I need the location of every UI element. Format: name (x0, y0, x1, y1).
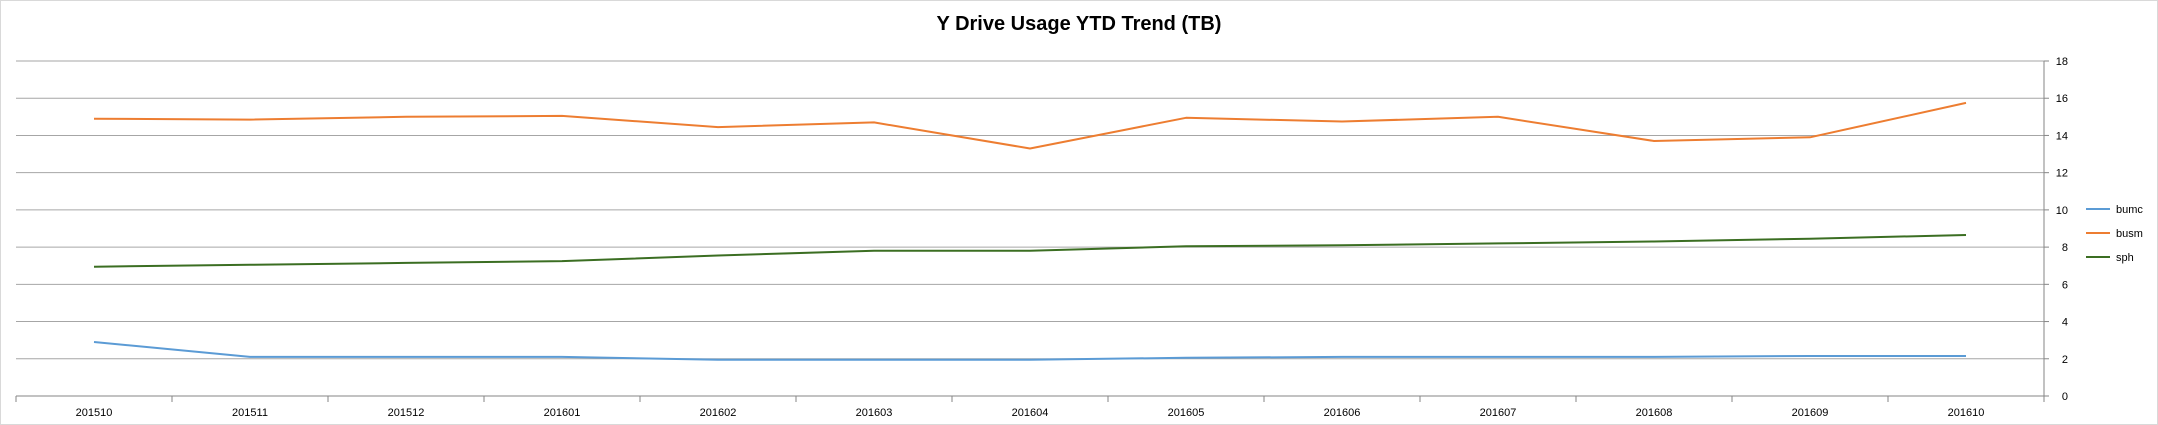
y-tick-label: 16 (2056, 93, 2068, 105)
x-tick-label: 201512 (388, 407, 425, 419)
series-line-sph (93, 234, 1967, 268)
series-line-busm (93, 101, 1967, 150)
y-tick-label: 18 (2056, 56, 2068, 68)
y-tick-label: 10 (2056, 205, 2068, 217)
legend-label-busm: busm (2116, 228, 2143, 240)
x-tick-label: 201605 (1168, 407, 1205, 419)
chart-title: Y Drive Usage YTD Trend (TB) (936, 13, 1222, 35)
y-tick-label: 8 (2062, 242, 2068, 254)
x-tick-label: 201608 (1636, 407, 1673, 419)
legend-label-bumc: bumc (2116, 204, 2143, 216)
x-tick-label: 201607 (1480, 407, 1517, 419)
series-line-bumc (93, 341, 1966, 361)
x-tick-label: 201602 (700, 407, 737, 419)
y-tick-label: 2 (2062, 354, 2068, 366)
x-tick-label: 201606 (1324, 407, 1361, 419)
x-tick-label: 201604 (1012, 407, 1049, 419)
y-tick-label: 0 (2062, 391, 2068, 403)
y-tick-label: 14 (2056, 130, 2068, 142)
x-tick-label: 201601 (544, 407, 581, 419)
x-tick-label: 201511 (232, 407, 268, 419)
y-tick-label: 12 (2056, 168, 2068, 180)
legend-label-sph: sph (2116, 252, 2134, 264)
x-tick-label: 201510 (76, 407, 113, 419)
y-tick-label: 4 (2062, 317, 2068, 329)
x-tick-label: 201609 (1792, 407, 1829, 419)
y-tick-label: 6 (2062, 279, 2068, 291)
x-tick-label: 201603 (856, 407, 893, 419)
x-tick-label: 201610 (1948, 407, 1985, 419)
